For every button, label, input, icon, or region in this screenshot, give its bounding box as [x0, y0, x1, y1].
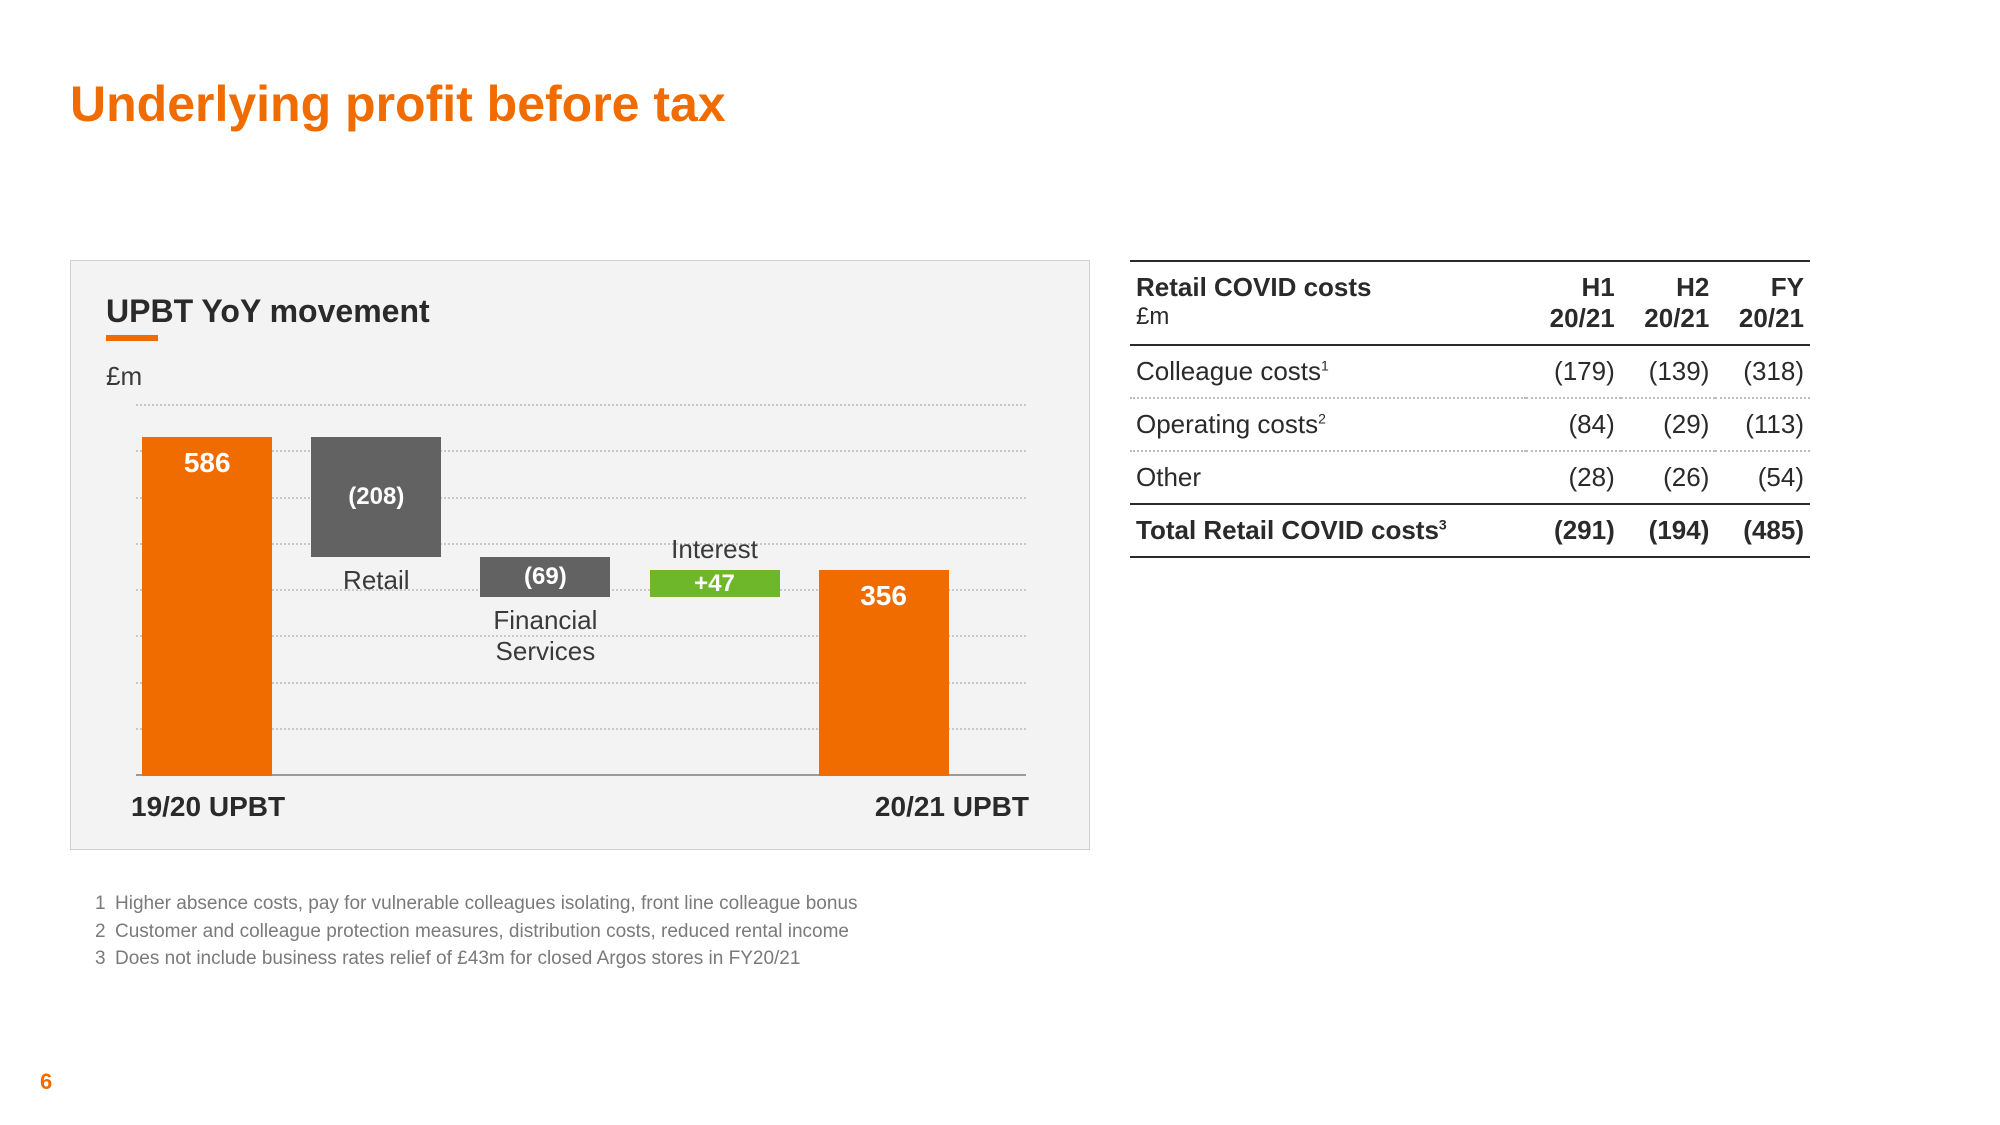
table-row: Colleague costs1(179)(139)(318) — [1130, 345, 1810, 398]
waterfall-bar-end: 356 — [819, 570, 949, 776]
covid-costs-table: Retail COVID costs£mH120/21H220/21FY20/2… — [1130, 260, 1810, 558]
footnote: 1Higher absence costs, pay for vulnerabl… — [95, 890, 858, 918]
table-cell: (113) — [1715, 398, 1810, 451]
chart-title: UPBT YoY movement — [106, 293, 430, 330]
table-total-cell: (485) — [1715, 504, 1810, 557]
bar-category-label: FinancialServices — [440, 605, 650, 667]
table-row: Operating costs2(84)(29)(113) — [1130, 398, 1810, 451]
table-total-cell: (291) — [1526, 504, 1621, 557]
bar-category-label: Retail — [271, 565, 481, 596]
table-cell: (54) — [1715, 451, 1810, 504]
x-axis-end-label: 20/21 UPBT — [875, 791, 1029, 823]
footnote: 2Customer and colleague protection measu… — [95, 918, 858, 946]
bar-value-label: (69) — [480, 563, 610, 591]
table-total-cell: (194) — [1621, 504, 1716, 557]
bar-value-label: 586 — [142, 447, 272, 479]
table-header-row: Retail COVID costs£mH120/21H220/21FY20/2… — [1130, 261, 1810, 345]
footnotes: 1Higher absence costs, pay for vulnerabl… — [95, 890, 858, 973]
table-cell: (28) — [1526, 451, 1621, 504]
bar-value-label: +47 — [650, 570, 780, 598]
waterfall-chart-panel: UPBT YoY movement £m 586 (208) Retail(69) F… — [70, 260, 1090, 850]
table-column-header: H220/21 — [1621, 261, 1716, 345]
table-column-header: H120/21 — [1526, 261, 1621, 345]
table-row: Other(28)(26)(54) — [1130, 451, 1810, 504]
bar-value-label: 356 — [819, 580, 949, 612]
table-cell: (318) — [1715, 345, 1810, 398]
waterfall-bar-start: 586 — [142, 437, 272, 776]
table-row-label: Colleague costs1 — [1130, 345, 1526, 398]
footnote: 3Does not include business rates relief … — [95, 945, 858, 973]
chart-gridline — [136, 404, 1026, 406]
table-total-row: Total Retail COVID costs3(291)(194)(485) — [1130, 504, 1810, 557]
chart-plot-area: 586 (208) Retail(69) FinancialServices+47 In… — [136, 406, 1026, 776]
page-number: 6 — [40, 1069, 52, 1095]
bar-value-label: (208) — [311, 483, 441, 511]
waterfall-bar-fs: (69) — [480, 557, 610, 597]
table-cell: (26) — [1621, 451, 1716, 504]
table-cell: (179) — [1526, 345, 1621, 398]
bar-category-label: Interest — [610, 534, 820, 565]
chart-unit: £m — [106, 361, 142, 392]
table-header-title: Retail COVID costs£m — [1130, 261, 1526, 345]
table-cell: (139) — [1621, 345, 1716, 398]
table-row-label: Operating costs2 — [1130, 398, 1526, 451]
table-row-label: Other — [1130, 451, 1526, 504]
waterfall-bar-interest: +47 — [650, 570, 780, 597]
chart-title-underline — [106, 335, 158, 341]
table-total-label: Total Retail COVID costs3 — [1130, 504, 1526, 557]
x-axis-start-label: 19/20 UPBT — [131, 791, 285, 823]
table-column-header: FY20/21 — [1715, 261, 1810, 345]
slide-title: Underlying profit before tax — [70, 75, 726, 133]
waterfall-bar-retail: (208) — [311, 437, 441, 557]
table-cell: (29) — [1621, 398, 1716, 451]
table-cell: (84) — [1526, 398, 1621, 451]
